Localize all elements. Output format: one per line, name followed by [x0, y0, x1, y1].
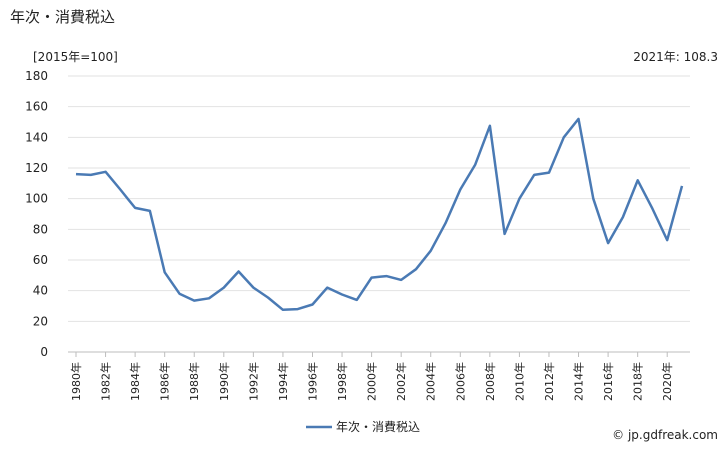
- y-tick-label: 60: [33, 253, 48, 267]
- source-credit: © jp.gdfreak.com: [612, 428, 718, 442]
- y-tick-label: 80: [33, 222, 48, 236]
- x-tick-label: 1988年: [187, 362, 201, 401]
- y-tick-label: 160: [25, 100, 48, 114]
- x-tick-label: 1994年: [276, 362, 290, 401]
- y-tick-label: 120: [25, 161, 48, 175]
- x-tick-label: 2008年: [483, 362, 497, 401]
- x-tick-label: 2006年: [453, 362, 467, 401]
- y-tick-label: 140: [25, 130, 48, 144]
- y-tick-label: 180: [25, 69, 48, 83]
- x-tick-label: 1984年: [128, 362, 142, 401]
- series-line: [75, 117, 684, 312]
- x-tick-label: 2012年: [542, 362, 556, 401]
- x-tick-label: 2018年: [631, 362, 645, 401]
- x-tick-label: 1990年: [217, 362, 231, 401]
- x-tick-label: 1980年: [69, 362, 83, 401]
- x-tick-label: 1992年: [246, 362, 260, 401]
- x-tick-label: 2014年: [572, 362, 586, 401]
- x-tick-label: 2010年: [512, 362, 526, 401]
- x-tick-label: 2002年: [394, 362, 408, 401]
- latest-value-label: 2021年: 108.3: [633, 50, 718, 64]
- y-tick-label: 0: [40, 345, 48, 359]
- x-tick-label: 1982年: [99, 362, 113, 401]
- x-tick-label: 2000年: [365, 362, 379, 401]
- y-tick-label: 100: [25, 192, 48, 206]
- legend-label: 年次・消費税込: [336, 419, 420, 434]
- x-tick-label: 1986年: [158, 362, 172, 401]
- y-tick-label: 20: [33, 314, 48, 328]
- x-tick-label: 1998年: [335, 362, 349, 401]
- y-tick-label: 40: [33, 284, 48, 298]
- x-tick-label: 2004年: [424, 362, 438, 401]
- y-axis-unit-label: [2015年=100]: [33, 50, 118, 64]
- x-tick-label: 2016年: [601, 362, 615, 401]
- x-tick-label: 2020年: [660, 362, 674, 401]
- x-tick-label: 1996年: [305, 362, 319, 401]
- chart-title: 年次・消費税込: [10, 8, 116, 26]
